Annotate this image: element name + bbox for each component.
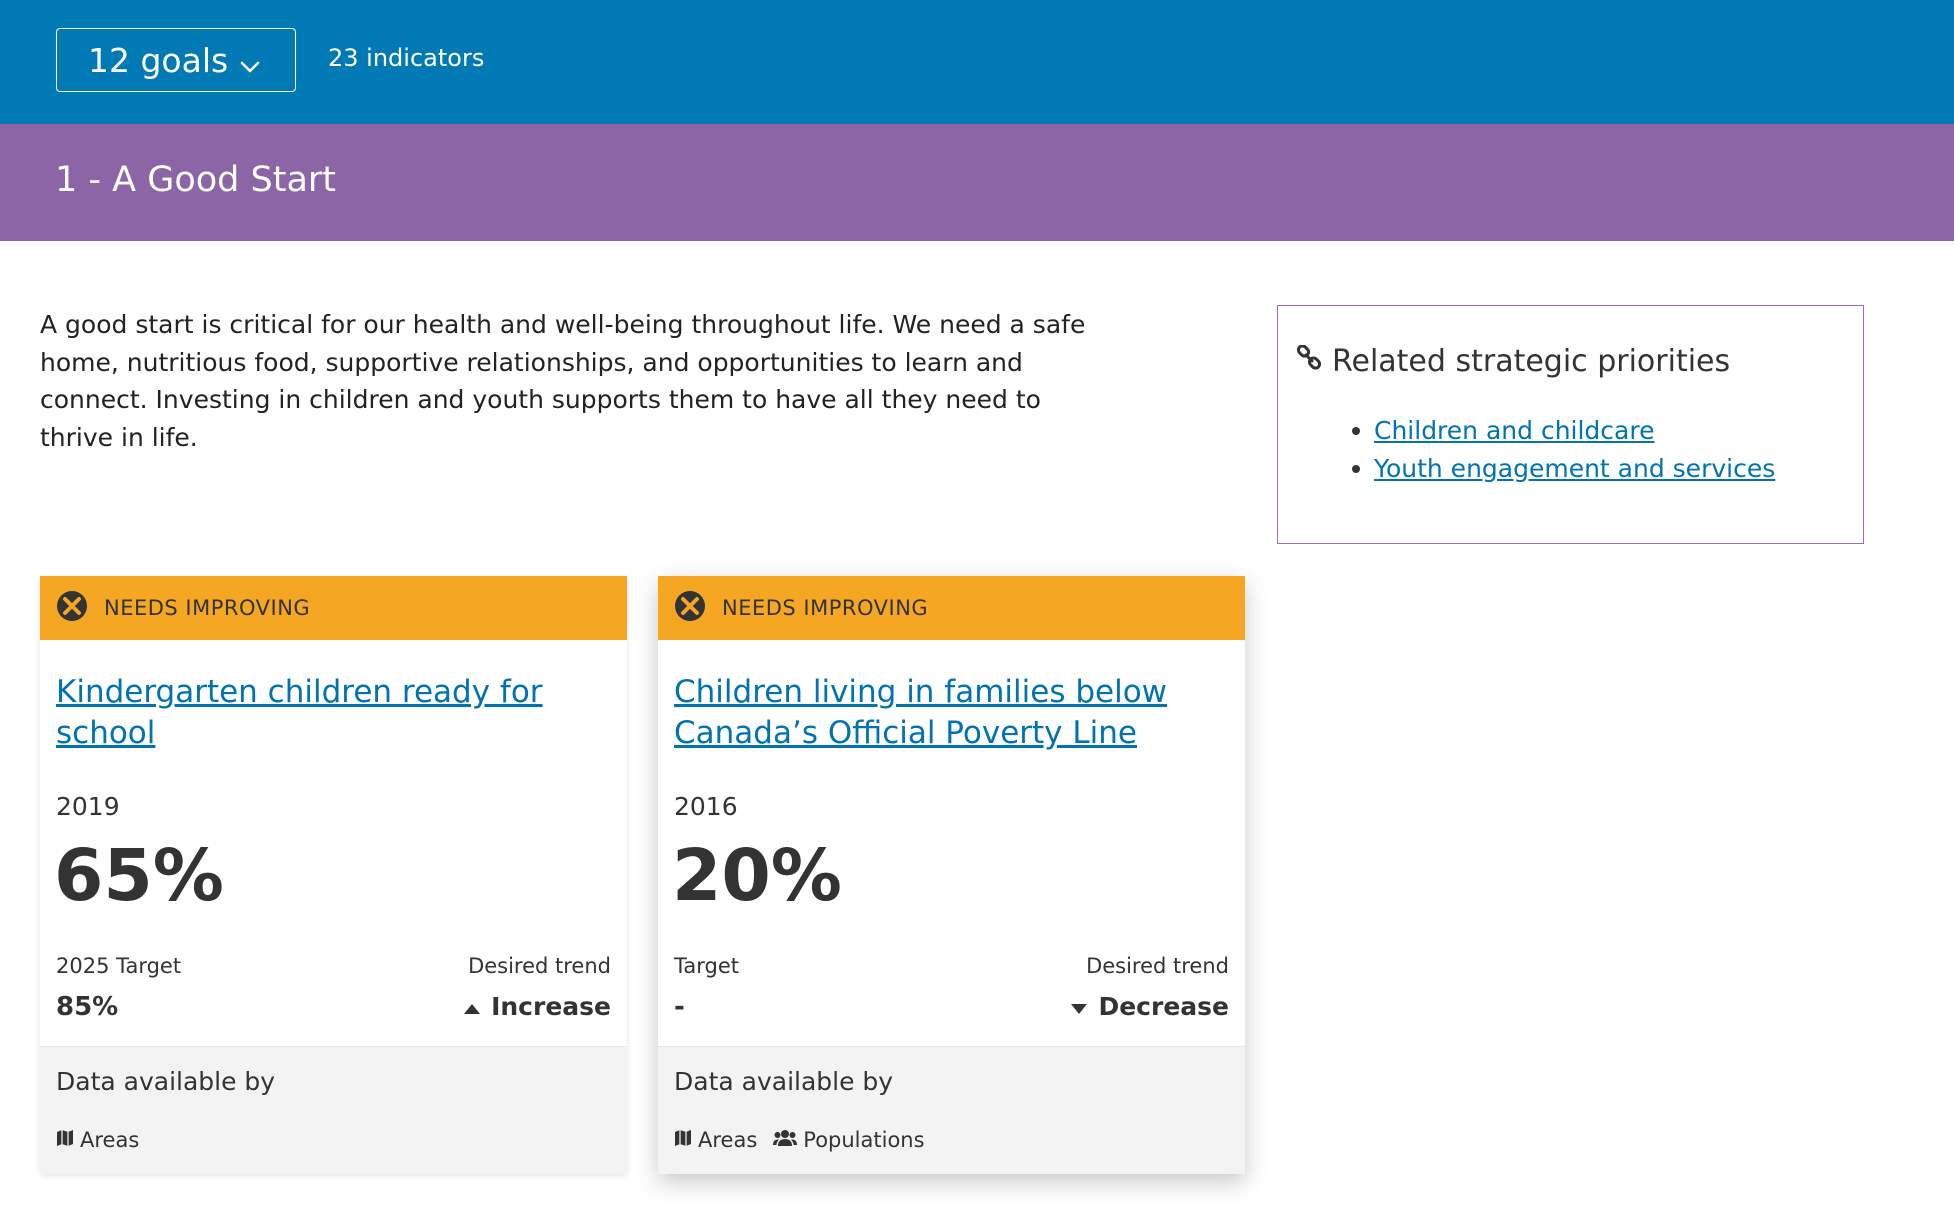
- tag-populations: Populations: [773, 1128, 925, 1152]
- indicator-year: 2019: [56, 792, 120, 821]
- tag-areas: Areas: [56, 1128, 139, 1152]
- related-priorities-heading: Related strategic priorities: [1296, 344, 1730, 379]
- indicators-count: 23 indicators: [328, 44, 485, 72]
- indicator-card: NEEDS IMPROVING Children living in famil…: [658, 576, 1245, 1174]
- trend-value: Increase: [463, 992, 611, 1021]
- goal-title: 1 - A Good Start: [55, 160, 337, 200]
- indicator-card: NEEDS IMPROVING Kindergarten children re…: [40, 576, 627, 1174]
- map-icon: [56, 1128, 80, 1152]
- x-circle-icon: [56, 590, 88, 626]
- trend-label: Desired trend: [468, 954, 611, 978]
- data-available-tags: Areas: [56, 1128, 155, 1152]
- indicator-link[interactable]: Children living in families below Canada…: [674, 674, 1168, 751]
- tag-label: Areas: [698, 1128, 758, 1152]
- bullet-icon: [1352, 465, 1360, 473]
- card-footer: Data available by Areas: [40, 1046, 627, 1174]
- tag-label: Populations: [803, 1128, 925, 1152]
- data-available-tags: Areas Populations: [674, 1128, 941, 1152]
- target-value: 85%: [56, 992, 119, 1022]
- goal-description: A good start is critical for our health …: [40, 310, 1086, 452]
- bullet-icon: [1352, 427, 1360, 435]
- goals-dropdown-label: 12 goals: [88, 40, 229, 80]
- status-label: NEEDS IMPROVING: [104, 596, 311, 620]
- indicator-value: 65%: [54, 834, 224, 917]
- map-icon: [674, 1128, 698, 1152]
- related-priorities-title: Related strategic priorities: [1332, 344, 1731, 379]
- chevron-down-icon: [240, 42, 260, 81]
- goals-dropdown-button[interactable]: 12 goals: [56, 28, 296, 92]
- trend-value-text: Decrease: [1098, 992, 1229, 1021]
- status-badge: NEEDS IMPROVING: [658, 576, 1245, 640]
- priority-link-children-childcare[interactable]: Children and childcare: [1374, 416, 1655, 445]
- status-label: NEEDS IMPROVING: [722, 596, 929, 620]
- caret-down-icon: [1070, 992, 1098, 1021]
- data-available-label: Data available by: [56, 1067, 276, 1096]
- tag-areas: Areas: [674, 1128, 757, 1152]
- indicator-link[interactable]: Kindergarten children ready for school: [56, 674, 543, 751]
- status-badge: NEEDS IMPROVING: [40, 576, 627, 640]
- target-value: -: [674, 992, 685, 1022]
- tag-label: Areas: [80, 1128, 140, 1152]
- data-available-label: Data available by: [674, 1067, 894, 1096]
- users-icon: [773, 1128, 803, 1152]
- top-header: 12 goals 23 indicators: [0, 0, 1954, 124]
- list-item: Youth engagement and services: [1352, 450, 1776, 488]
- indicator-year: 2016: [674, 792, 738, 821]
- indicator-title: Kindergarten children ready for school: [56, 672, 596, 754]
- related-priorities-list: Children and childcare Youth engagement …: [1352, 412, 1776, 488]
- link-icon: [1296, 344, 1332, 379]
- target-label: 2025 Target: [56, 954, 182, 978]
- related-priorities-panel: Related strategic priorities Children an…: [1277, 305, 1864, 544]
- indicator-value: 20%: [672, 834, 842, 917]
- goal-banner: 1 - A Good Start: [0, 124, 1954, 241]
- priority-link-youth-engagement[interactable]: Youth engagement and services: [1374, 454, 1776, 483]
- trend-value: Decrease: [1070, 992, 1229, 1021]
- caret-up-icon: [463, 992, 491, 1021]
- target-label: Target: [674, 954, 739, 978]
- trend-value-text: Increase: [491, 992, 611, 1021]
- indicator-title: Children living in families below Canada…: [674, 672, 1214, 754]
- list-item: Children and childcare: [1352, 412, 1775, 450]
- x-circle-icon: [674, 590, 706, 626]
- trend-label: Desired trend: [1086, 954, 1229, 978]
- card-footer: Data available by Areas Populations: [658, 1046, 1245, 1174]
